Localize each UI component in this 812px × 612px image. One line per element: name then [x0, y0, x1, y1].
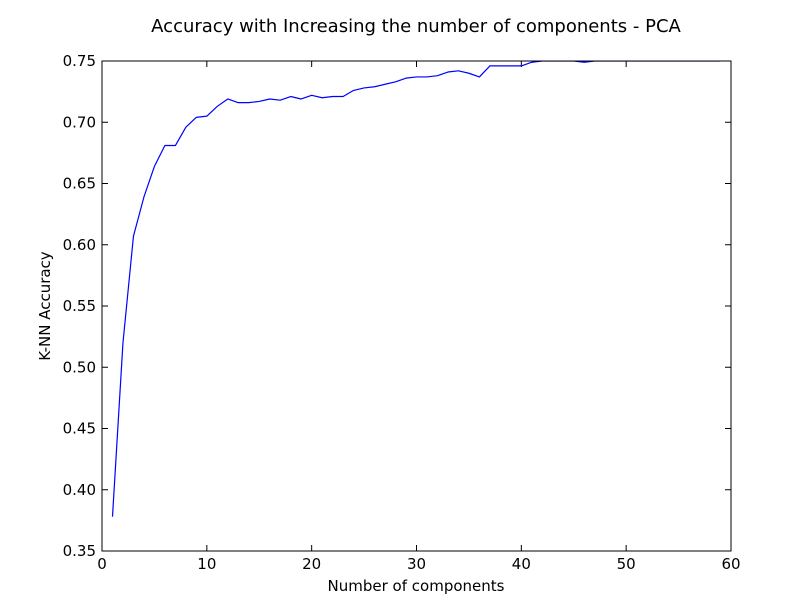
y-tick-label: 0.60 [63, 236, 96, 254]
x-tick-label: 30 [407, 555, 426, 573]
y-tick-label: 0.50 [63, 358, 96, 376]
x-tick-label: 40 [512, 555, 531, 573]
x-axis-label: Number of components [328, 577, 505, 595]
x-axis-ticks: 0 10 20 30 40 50 60 [97, 61, 741, 573]
y-tick-label: 0.35 [63, 542, 96, 560]
plot-frame [101, 60, 732, 552]
x-tick-label: 0 [97, 555, 107, 573]
chart-title: Accuracy with Increasing the number of c… [151, 16, 681, 37]
series-line [111, 61, 721, 517]
x-tick-label: 20 [302, 555, 321, 573]
x-tick-label: 10 [197, 555, 216, 573]
y-axis-label: K-NN Accuracy [36, 251, 54, 360]
x-tick-label: 50 [617, 555, 636, 573]
y-tick-label: 0.75 [63, 52, 96, 70]
y-tick-label: 0.70 [63, 113, 96, 131]
y-tick-label: 0.65 [63, 175, 96, 193]
y-axis-ticks: 0.35 0.40 0.45 0.50 0.55 0.60 0.65 0.70 0.75 [63, 52, 731, 560]
y-tick-label: 0.55 [63, 297, 96, 315]
series-layer [111, 61, 721, 517]
y-tick-label: 0.40 [63, 481, 96, 499]
x-tick-label: 60 [721, 555, 740, 573]
y-tick-label: 0.45 [63, 420, 96, 438]
